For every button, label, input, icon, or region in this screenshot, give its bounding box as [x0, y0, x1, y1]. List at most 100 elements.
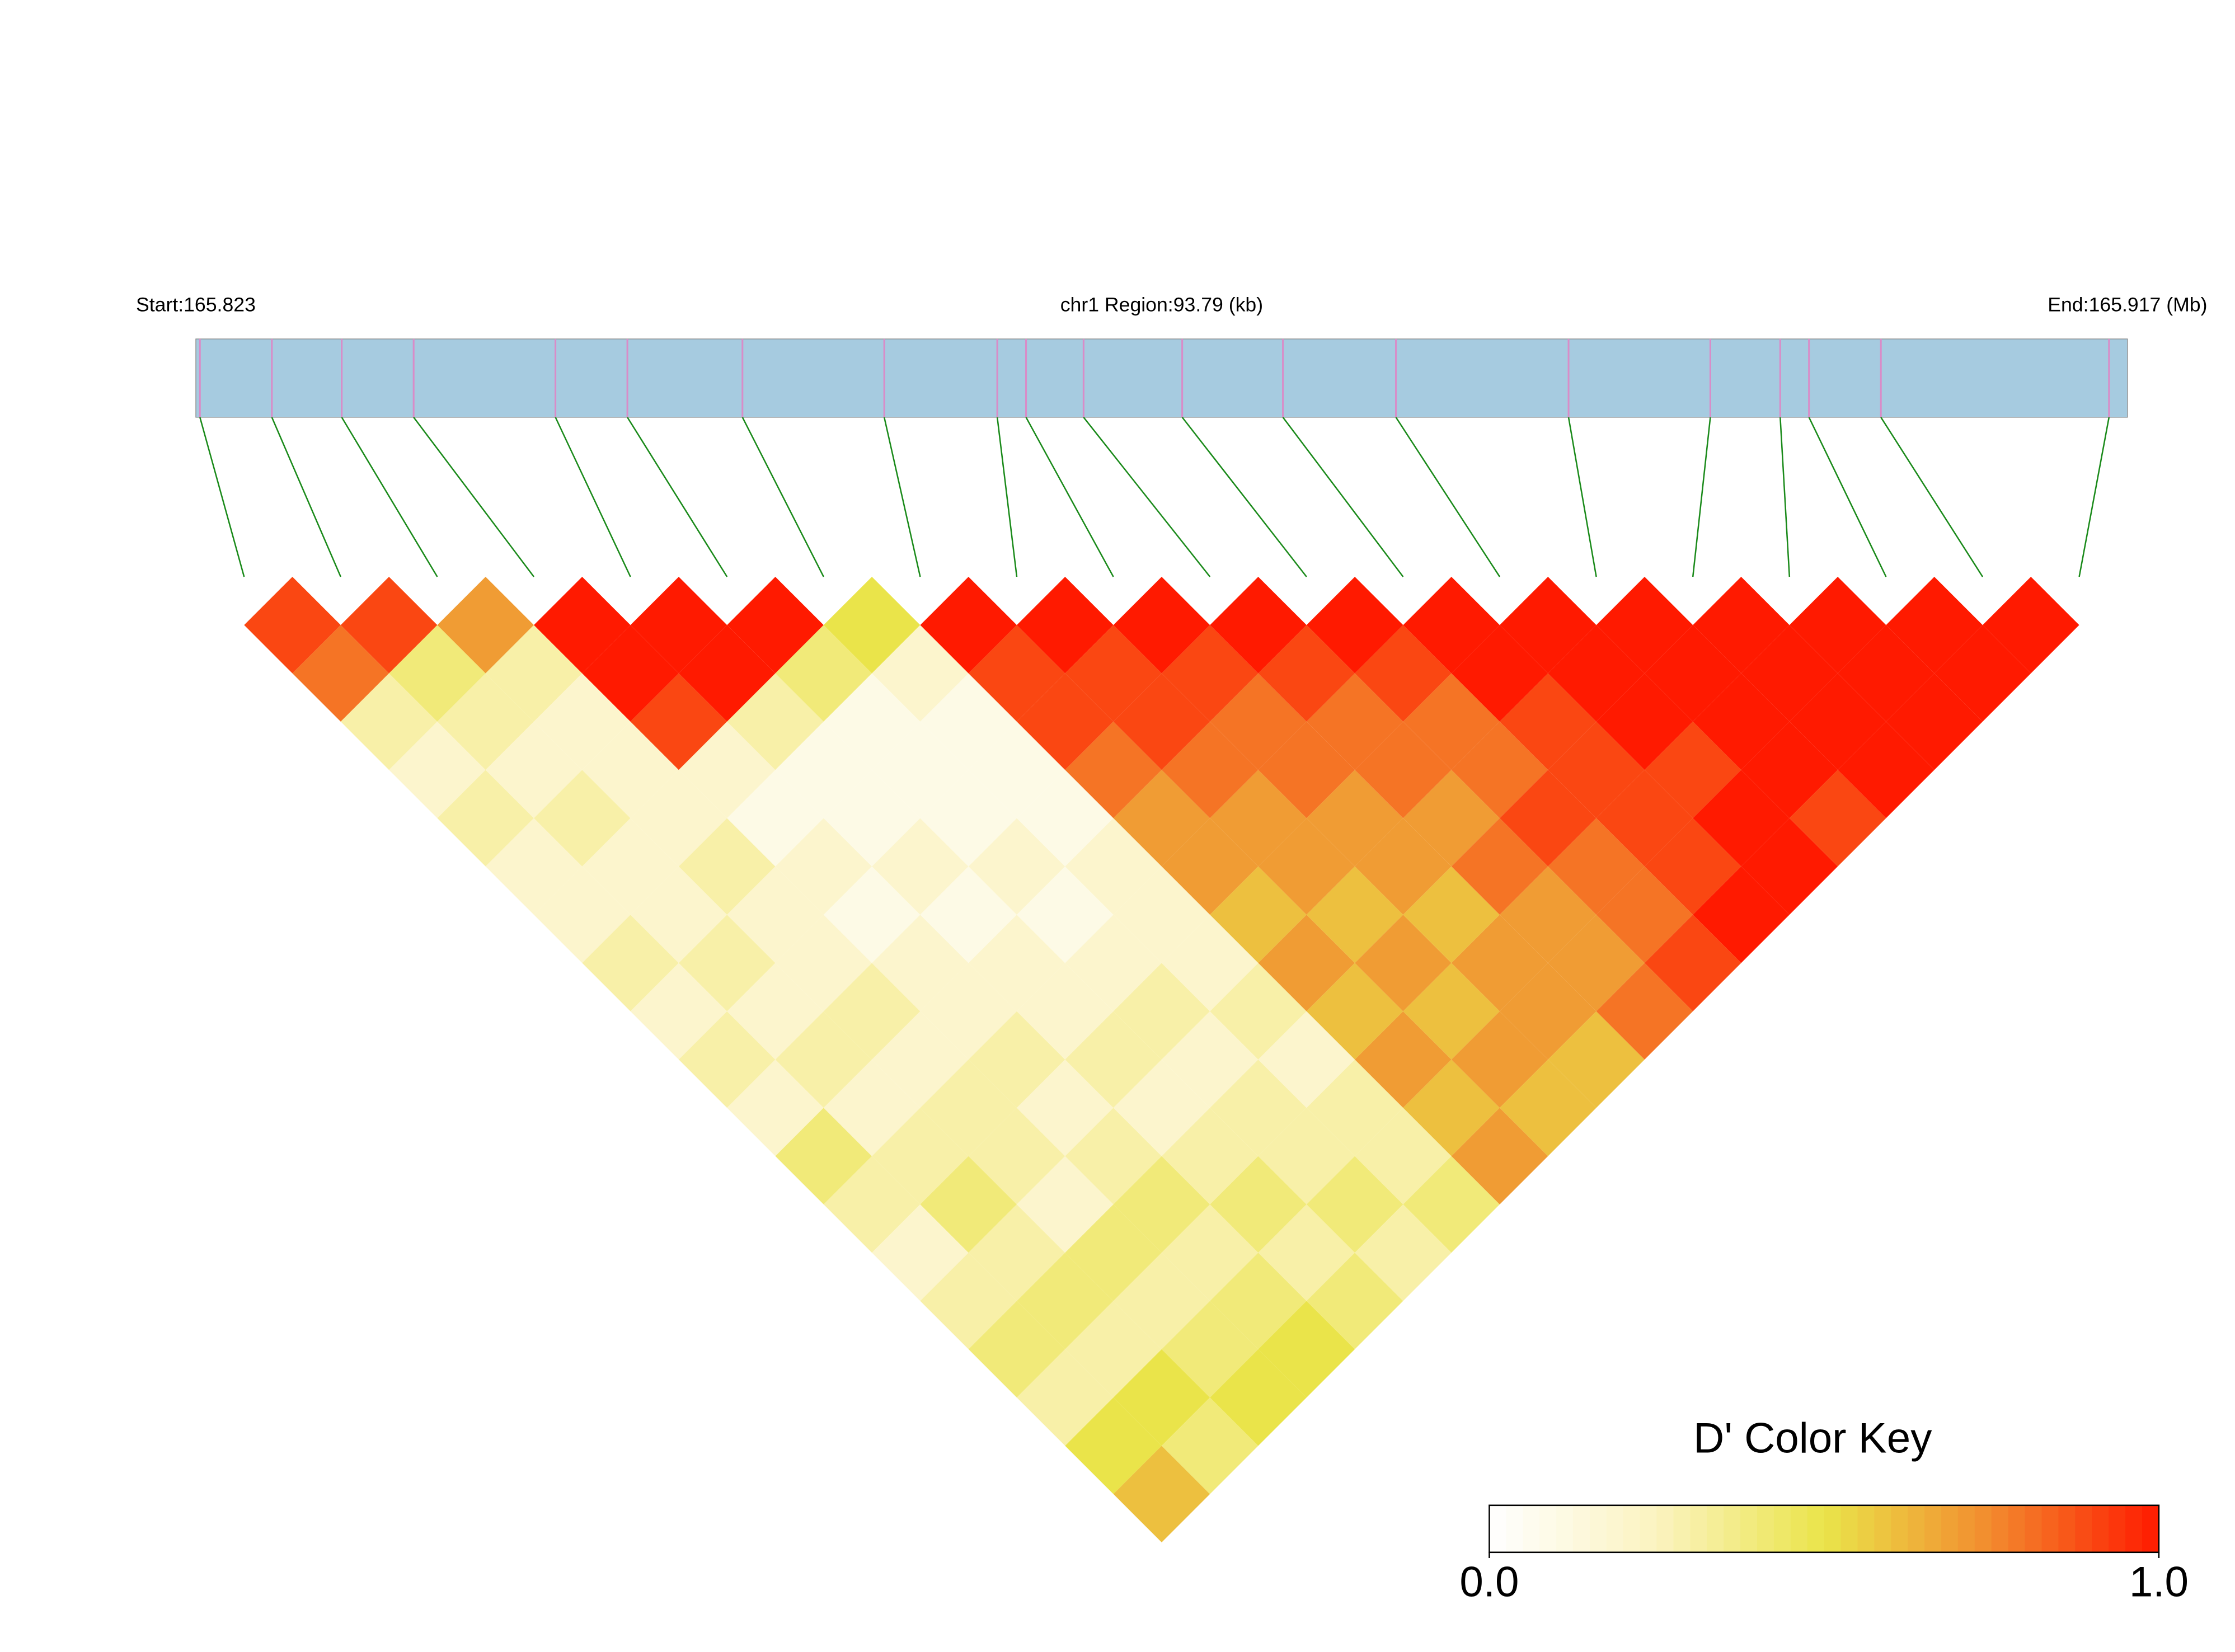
key-title: D' Color Key: [1693, 1414, 1932, 1462]
ld-cell: [1500, 1059, 1597, 1156]
ld-cell: [1017, 1156, 1114, 1253]
snp-connector: [1880, 417, 1984, 577]
ld-cell: [1934, 625, 2031, 722]
ld-cell: [727, 673, 824, 770]
ld-cell: [1886, 673, 1983, 770]
ld-cell: [1113, 577, 1210, 674]
ld-cell: [1017, 577, 1114, 674]
key-swatch: [2142, 1505, 2159, 1552]
key-swatch: [1707, 1505, 1724, 1552]
snp-connector: [271, 417, 342, 577]
snp-connector: [1282, 417, 1404, 577]
ld-cell: [1113, 1446, 1210, 1542]
snp-connector: [741, 417, 824, 577]
snp-connector: [1567, 417, 1597, 577]
ld-cell: [1017, 866, 1114, 963]
ld-cell: [1306, 673, 1403, 770]
snp-connector: [1181, 417, 1307, 577]
ld-cell: [437, 577, 534, 674]
region-label: chr1 Region:93.79 (kb): [1060, 294, 1263, 316]
ld-cell: [1258, 1204, 1355, 1301]
key-swatch: [1840, 1505, 1858, 1552]
ld-cell: [1017, 963, 1114, 1060]
key-swatch: [1589, 1505, 1607, 1552]
ld-cell: [1644, 721, 1741, 818]
key-swatch: [1640, 1505, 1658, 1552]
ld-cell: [1113, 963, 1210, 1060]
ld-cell: [1789, 577, 1886, 674]
key-swatch: [2075, 1505, 2093, 1552]
key-swatch: [1974, 1505, 1992, 1552]
snp-connector: [199, 417, 245, 577]
ld-cell: [823, 963, 921, 1060]
ld-cell: [678, 915, 776, 1011]
ld-cell: [582, 915, 679, 1011]
snp-connector: [883, 417, 921, 577]
ld-cell: [1161, 1397, 1259, 1494]
ld-cell: [678, 1011, 776, 1108]
ld-cell: [920, 866, 1017, 963]
ld-cell: [678, 721, 776, 818]
ld-cell: [1982, 577, 2079, 674]
ld-cell: [968, 625, 1065, 722]
ld-cell: [1548, 1011, 1645, 1108]
ld-cell: [292, 625, 389, 722]
ld-cell: [1210, 577, 1307, 674]
ld-cell: [1065, 1397, 1162, 1494]
ld-cell: [727, 963, 824, 1060]
ld-cell: [920, 963, 1017, 1060]
ld-cell: [1789, 770, 1886, 867]
ld-cell: [1500, 963, 1597, 1060]
ld-cell: [1355, 1204, 1452, 1301]
key-swatch: [2008, 1505, 2026, 1552]
ld-cell: [968, 1204, 1065, 1301]
key-swatch: [1991, 1505, 2009, 1552]
snp-connector: [413, 417, 535, 577]
ld-cell: [1355, 625, 1452, 722]
ld-cell: [1500, 770, 1597, 867]
snp-connector: [1779, 417, 1791, 577]
ld-cell: [1741, 818, 1838, 915]
snp-connector: [1025, 417, 1114, 577]
ld-cell: [1403, 770, 1500, 867]
ld-cell: [1548, 915, 1645, 1011]
ld-cell: [1886, 577, 1983, 674]
ld-cell: [437, 770, 534, 867]
ld-cell: [1113, 673, 1210, 770]
ld-cell: [1693, 577, 1790, 674]
snp-connector: [555, 417, 631, 577]
key-frame: [1489, 1504, 2160, 1554]
key-swatch: [1773, 1505, 1791, 1552]
ld-cell: [1403, 1156, 1500, 1253]
start-label: Start:165.823: [136, 294, 256, 316]
key-swatch: [1824, 1505, 1842, 1552]
ld-cell: [1548, 625, 1645, 722]
snp-connector: [1083, 417, 1211, 577]
ld-cell: [1403, 673, 1500, 770]
ld-cell: [920, 577, 1017, 674]
ld-cell: [1258, 721, 1355, 818]
key-swatch: [2109, 1505, 2126, 1552]
key-swatch: [1506, 1505, 1524, 1552]
ld-cell: [582, 818, 679, 915]
ld-cell: [1548, 721, 1645, 818]
key-swatch: [1572, 1505, 1590, 1552]
snp-connector: [341, 417, 438, 577]
key-swatch: [2092, 1505, 2109, 1552]
ld-cell: [1548, 818, 1645, 915]
ld-cell: [823, 673, 921, 770]
ld-cell: [920, 1156, 1017, 1253]
key-swatch: [1673, 1505, 1691, 1552]
ld-cell: [1065, 625, 1162, 722]
key-swatch: [1740, 1505, 1758, 1552]
key-swatch: [2125, 1505, 2143, 1552]
key-swatch: [2025, 1505, 2043, 1552]
key-swatch: [1523, 1505, 1540, 1552]
ld-cell: [244, 577, 341, 674]
key-swatch: [1656, 1505, 1674, 1552]
key-swatch: [1891, 1505, 1908, 1552]
key-swatch: [1857, 1505, 1875, 1552]
ld-cell: [678, 625, 776, 722]
snp-connector: [1808, 417, 1887, 577]
